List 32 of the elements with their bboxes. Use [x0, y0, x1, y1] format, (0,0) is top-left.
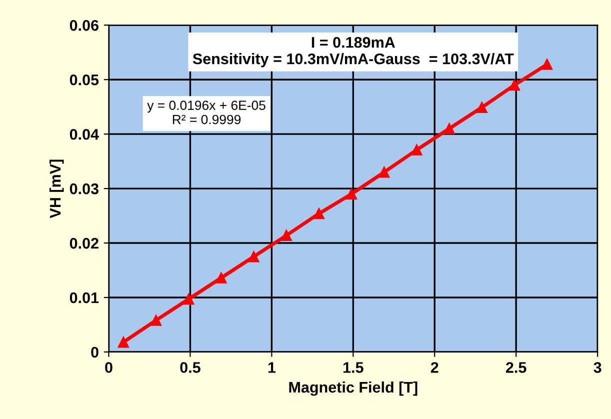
point: [313, 208, 324, 220]
y-axis-title: VH [mV]: [50, 160, 64, 218]
point: [378, 166, 390, 178]
x-tick-label: 2: [430, 362, 438, 373]
point: [216, 272, 227, 284]
point: [444, 123, 455, 134]
point: [411, 144, 422, 156]
x-axis-title: Magnetic Field [T]: [289, 381, 418, 396]
point: [118, 336, 129, 348]
x-tick-label: 2.5: [506, 362, 526, 373]
y-tick-label: 0.06: [70, 20, 98, 31]
point: [476, 102, 488, 113]
point: [541, 58, 553, 70]
x-tick-label: 0.5: [180, 362, 200, 373]
point: [280, 230, 292, 241]
x-tick-label: 3: [594, 362, 602, 373]
y-tick-label: 0.04: [70, 128, 99, 140]
annotation: I = 0.189mA Sensitivity = 10.3mV/mA-Gauss = 103.3V/AT: [192, 36, 514, 68]
point: [183, 294, 194, 305]
y-tick-label: 0.01: [70, 292, 99, 304]
x-tick-label: 1.5: [344, 362, 364, 373]
y-tick-label: 0: [91, 346, 98, 358]
point: [346, 188, 358, 200]
point: [150, 314, 162, 326]
point: [508, 80, 520, 91]
y-tick-label: 0.05: [70, 74, 99, 86]
y-tick-label: 0.02: [70, 238, 98, 249]
y-tick-label: 0.03: [70, 183, 98, 194]
x-tick-label: 1: [268, 362, 276, 373]
x-tick-label: 0: [105, 362, 112, 373]
annotation: y = 0.0196x + 6E-05 R² = 0.9999: [147, 100, 266, 124]
point: [248, 251, 260, 262]
